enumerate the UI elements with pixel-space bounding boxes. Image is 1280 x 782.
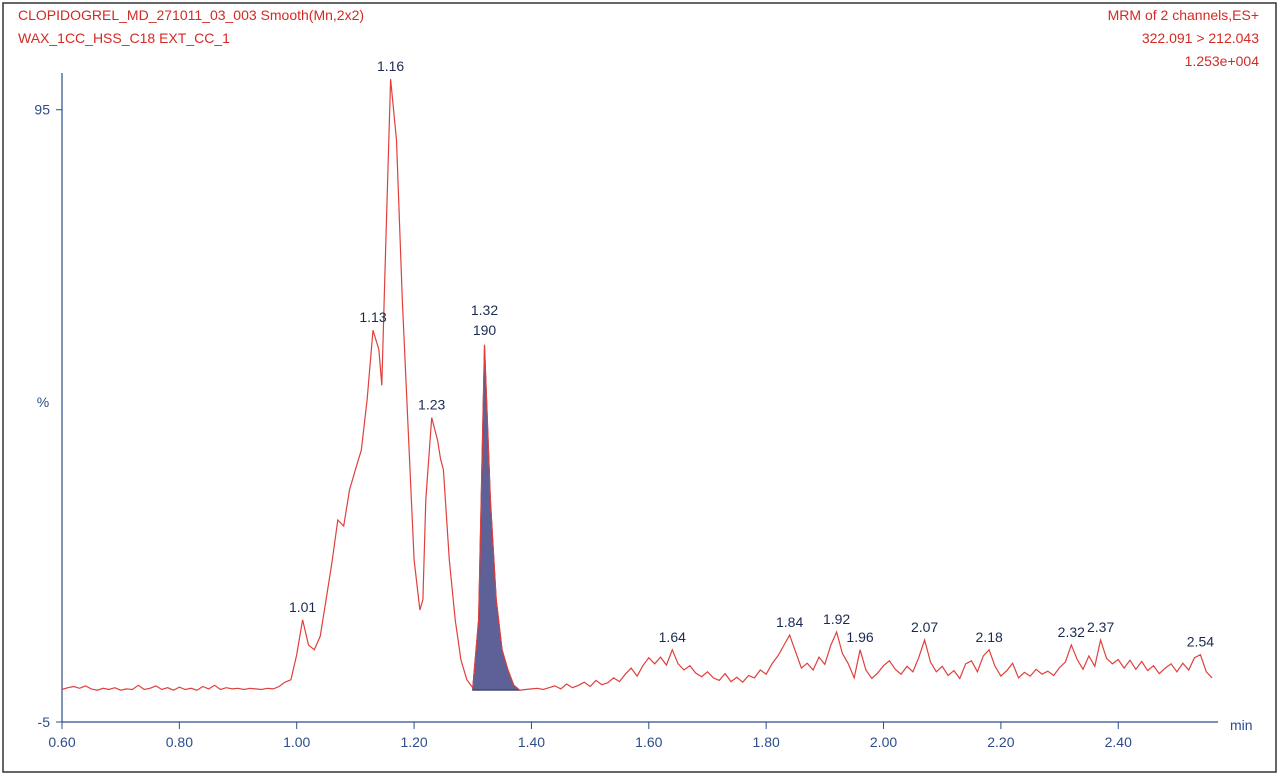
x-tick-label: 2.20 xyxy=(987,734,1014,750)
x-tick-label: 1.60 xyxy=(635,734,662,750)
header-left-line: WAX_1CC_HSS_C18 EXT_CC_1 xyxy=(18,30,230,46)
trace xyxy=(61,79,1213,691)
peak-label: 2.32 xyxy=(1058,624,1085,640)
peak-label: 2.54 xyxy=(1187,634,1214,650)
header-right-line: 1.253e+004 xyxy=(1185,53,1260,69)
x-tick-label: 2.00 xyxy=(870,734,897,750)
x-axis-label: min xyxy=(1230,717,1253,733)
header-right-line: 322.091 > 212.043 xyxy=(1142,30,1259,46)
x-tick-label: 2.40 xyxy=(1105,734,1132,750)
peak-label: 1.84 xyxy=(776,614,803,630)
peak-label: 1.13 xyxy=(359,309,386,325)
y-tick-label: -5 xyxy=(38,714,51,730)
peak-area-label: 190 xyxy=(473,322,497,338)
x-tick-label: 1.40 xyxy=(518,734,545,750)
y-tick-label: 95 xyxy=(34,102,50,118)
peak-label: 1.96 xyxy=(846,629,873,645)
peak-label: 1.01 xyxy=(289,599,316,615)
x-tick-label: 1.00 xyxy=(283,734,310,750)
peak-label: 2.07 xyxy=(911,619,938,635)
x-tick-label: 1.20 xyxy=(400,734,427,750)
header-right-line: MRM of 2 channels,ES+ xyxy=(1108,7,1259,23)
peak-label: 1.16 xyxy=(377,58,404,74)
x-tick-label: 1.80 xyxy=(753,734,780,750)
x-tick-label: 0.80 xyxy=(166,734,193,750)
peak-label: 1.32 xyxy=(471,302,498,318)
x-tick-label: 0.60 xyxy=(48,734,75,750)
y-axis-label: % xyxy=(37,394,49,410)
peak-label: 1.92 xyxy=(823,611,850,627)
header-left-line: CLOPIDOGREL_MD_271011_03_003 Smooth(Mn,2… xyxy=(18,7,364,23)
peak-label: 2.18 xyxy=(976,629,1003,645)
peak-label: 1.23 xyxy=(418,397,445,413)
peak-label: 2.37 xyxy=(1087,619,1114,635)
peak-label: 1.64 xyxy=(659,629,686,645)
